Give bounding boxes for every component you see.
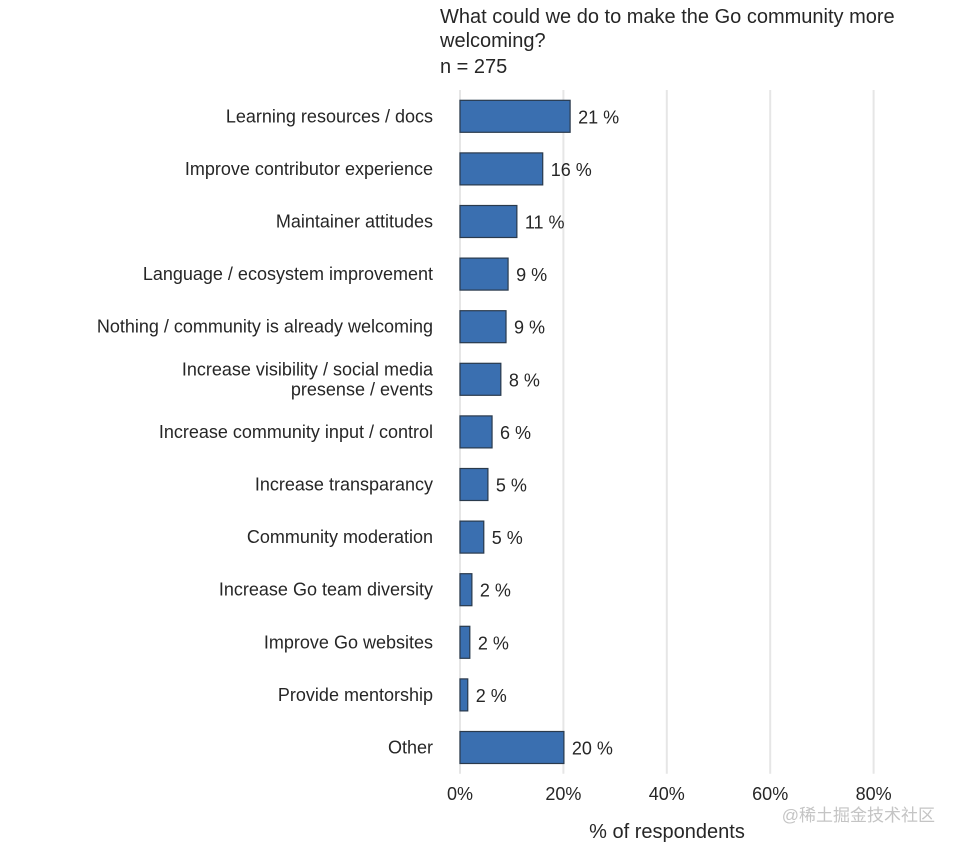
x-tick-label: 60% [752,784,788,804]
category-label: Increase visibility / social media [182,359,434,379]
chart-subtitle: n = 275 [440,56,507,78]
bar [459,467,489,502]
category-label: Language / ecosystem improvement [143,264,433,284]
category-label: Increase transparancy [255,475,433,495]
bar [459,99,571,133]
x-tick-label: 0% [447,784,473,804]
data-label: 11 % [525,213,565,233]
bar [459,257,509,291]
category-label: Improve Go websites [264,632,433,652]
bar [459,625,471,659]
category-label: Increase community input / control [159,422,433,442]
category-label: Increase Go team diversity [219,580,433,600]
bar [459,310,507,344]
x-axis-label: % of respondents [589,821,745,843]
category-label: Other [388,738,433,758]
category-label: Community moderation [247,527,433,547]
data-label: 8 % [509,370,540,390]
data-label: 9 % [514,318,545,338]
category-label: Maintainer attitudes [276,212,433,232]
data-label: 21 % [578,107,619,127]
bar [459,362,502,396]
chart-title-line-1: What could we do to make the Go communit… [440,6,895,28]
data-label: 20 % [572,739,613,759]
bar [459,573,473,607]
data-label: 2 % [476,686,507,706]
data-label: 16 % [551,160,592,180]
data-label: 6 % [500,423,531,443]
bar [459,520,485,554]
bar [459,730,565,765]
bar [459,204,518,239]
category-label: Nothing / community is already welcoming [97,317,433,337]
category-label: Improve contributor experience [185,159,433,179]
x-tick-label: 40% [649,784,685,804]
chart-title-line-2: welcoming? [439,30,546,52]
category-label: Learning resources / docs [226,106,433,126]
data-label: 5 % [492,528,523,548]
x-tick-label: 20% [545,784,581,804]
bar [459,415,493,449]
bar [459,678,469,712]
category-label: Provide mentorship [278,685,433,705]
bar [459,152,544,186]
data-label: 2 % [478,633,509,653]
x-tick-label: 80% [856,784,892,804]
data-label: 5 % [496,476,527,496]
watermark: @稀土掘金技术社区 [782,806,935,825]
category-label: presense / events [291,379,433,399]
data-label: 9 % [516,265,547,285]
data-label: 2 % [480,581,511,601]
